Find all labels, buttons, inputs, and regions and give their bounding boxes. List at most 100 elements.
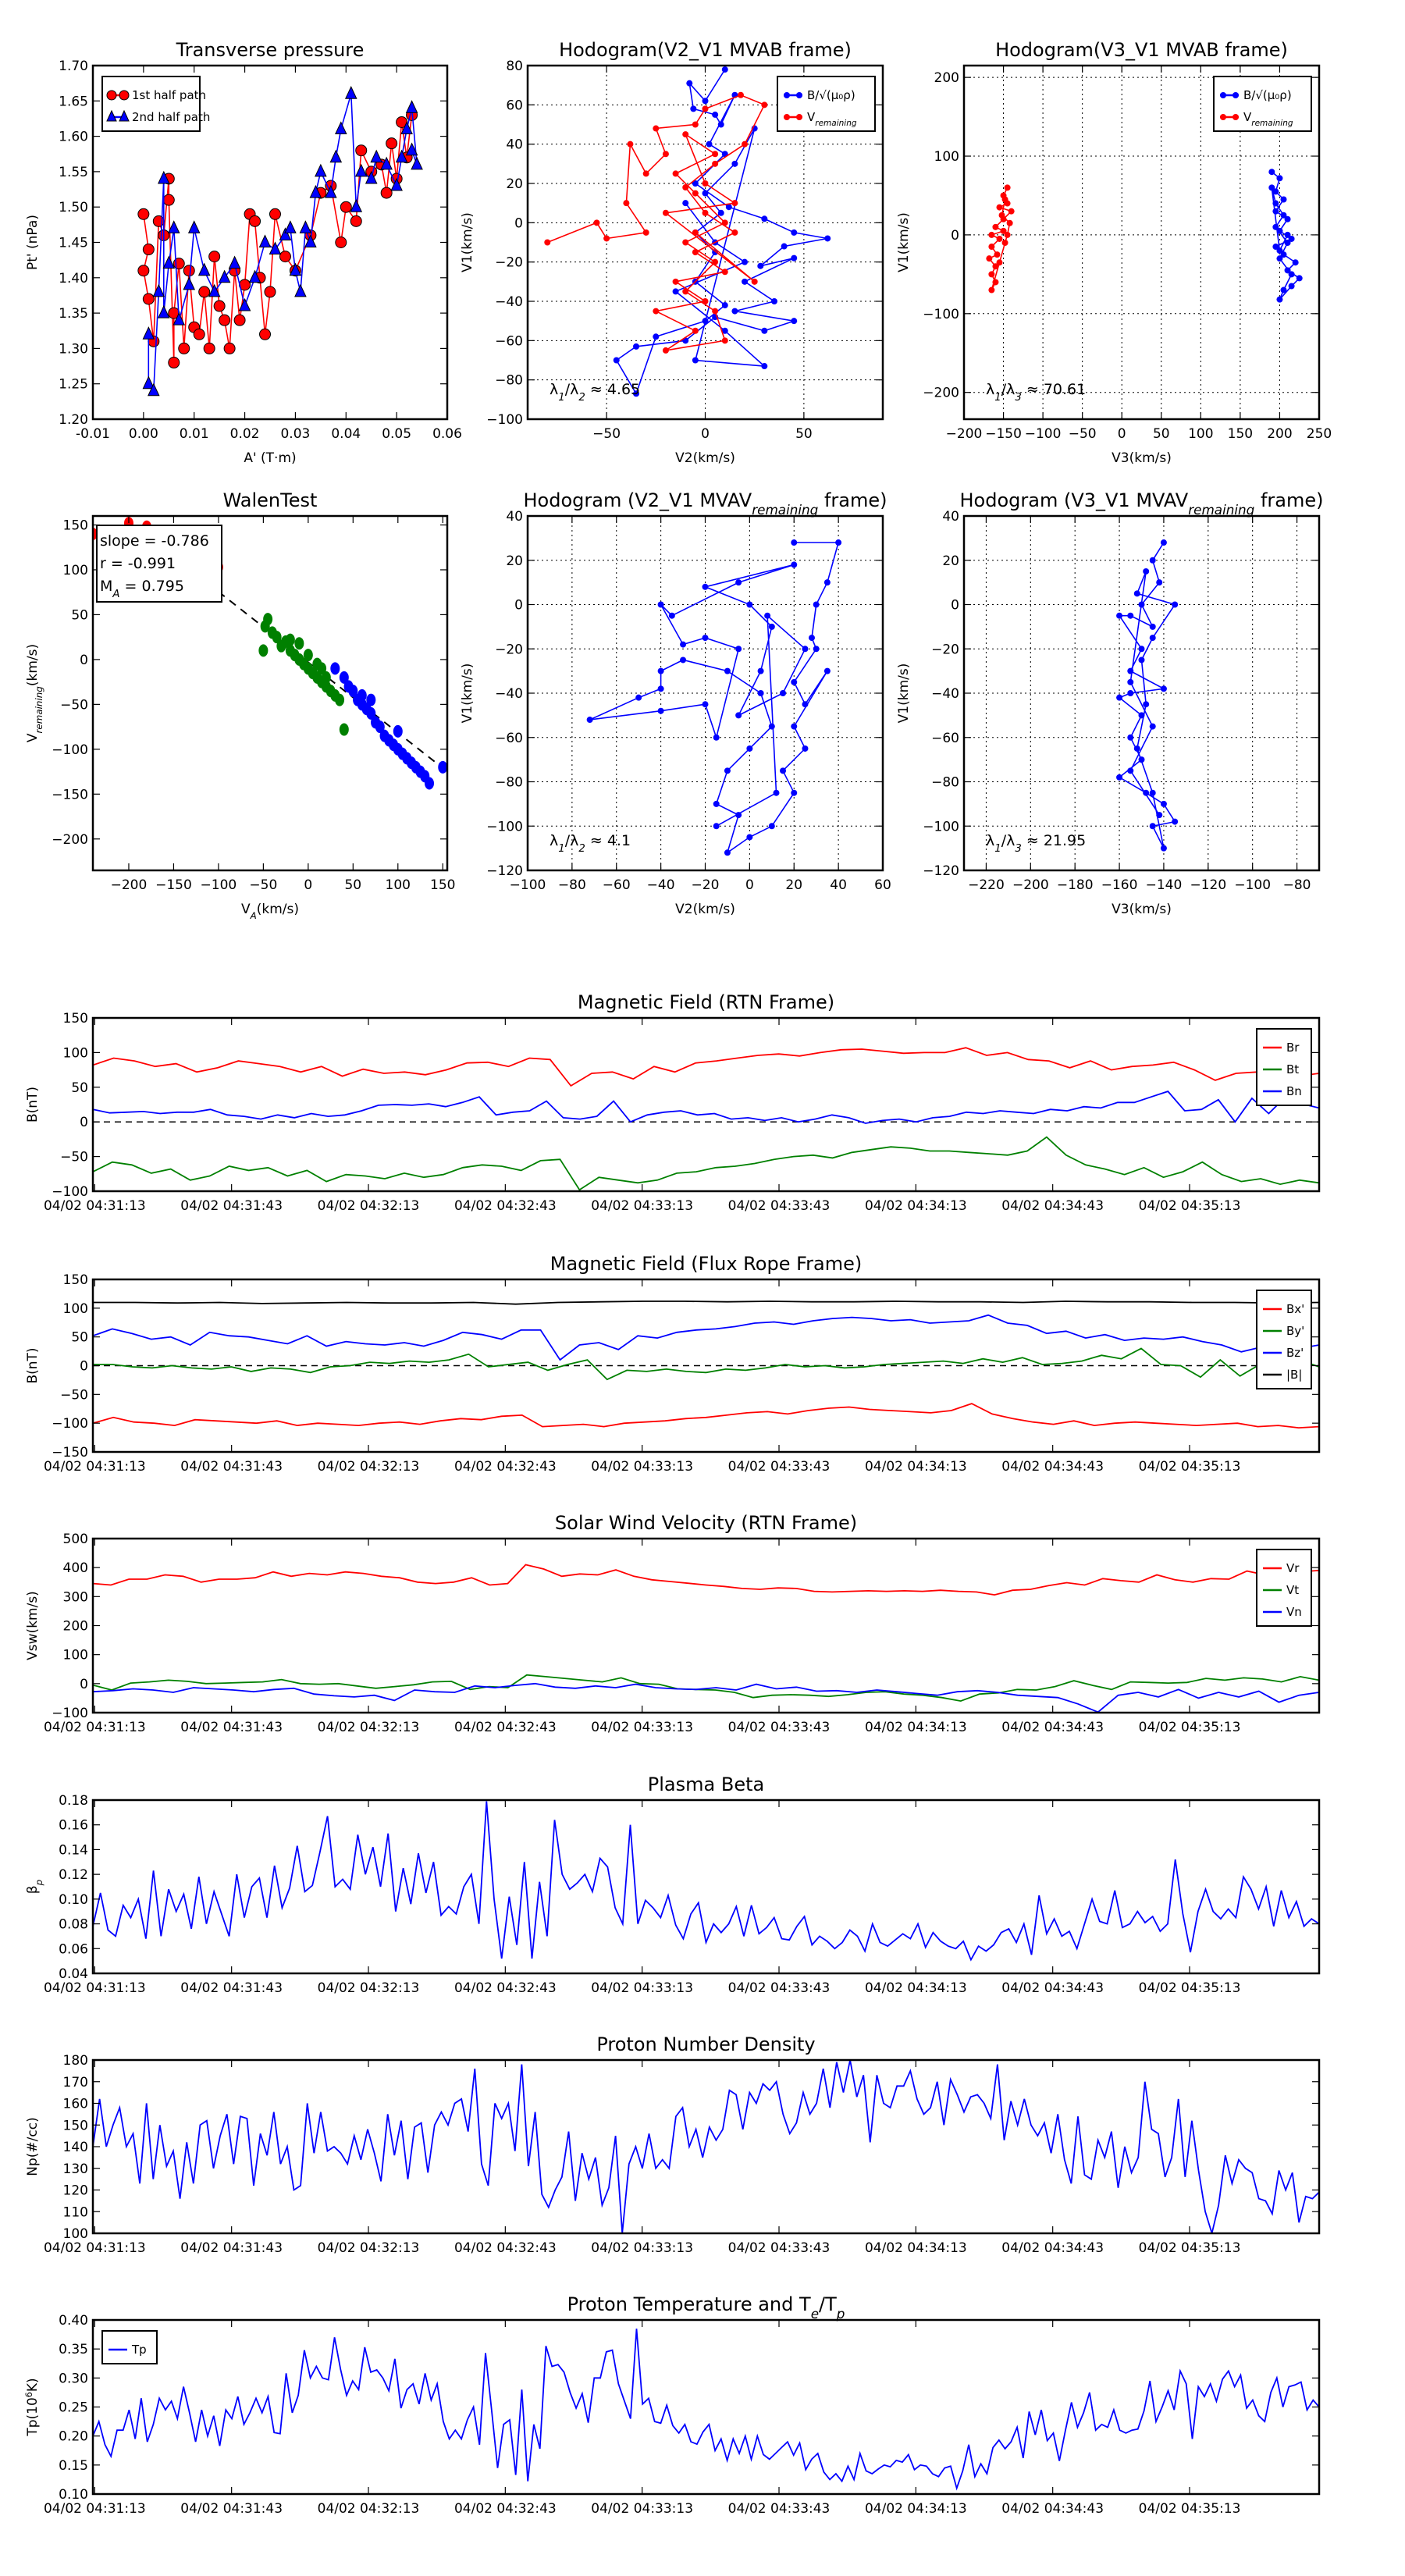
series-line bbox=[93, 1674, 1319, 1703]
data-point bbox=[996, 235, 1003, 242]
legend-marker-icon bbox=[784, 92, 790, 98]
data-point bbox=[1149, 623, 1156, 630]
text-segment: Vn bbox=[1286, 1605, 1302, 1619]
legend-entry: B/√(μ₀ρ) bbox=[1220, 88, 1292, 102]
data-point bbox=[731, 160, 738, 167]
x-tick-label: 04/02 04:34:43 bbox=[1001, 1720, 1104, 1735]
legend-entry: Vremaining bbox=[784, 110, 857, 128]
x-tick-label: −50 bbox=[1069, 426, 1097, 442]
x-tick-label: 150 bbox=[430, 877, 455, 893]
y-tick-label: 200 bbox=[63, 1619, 88, 1635]
x-axis-label: V2(km/s) bbox=[675, 902, 735, 917]
data-point bbox=[770, 298, 777, 304]
y-tick-label: −20 bbox=[495, 642, 523, 657]
data-point bbox=[1138, 712, 1145, 719]
data-point bbox=[1001, 196, 1008, 203]
x-tick-label: −20 bbox=[692, 877, 720, 893]
series-line bbox=[1118, 542, 1176, 849]
y-tick-label: 1.55 bbox=[59, 165, 88, 180]
text-segment: Hodogram (V2_V1 MVAV bbox=[523, 489, 752, 511]
data-point bbox=[294, 637, 304, 650]
y-tick-label: −100 bbox=[923, 307, 959, 322]
data-point bbox=[768, 623, 775, 630]
proton-temperature-chart: 04/02 04:31:13 04/02 04:31:43 04/02 04:32:… bbox=[24, 2293, 1321, 2517]
chart-title: Hodogram (V2_V1 MVAVremaining frame) bbox=[523, 489, 887, 518]
data-point bbox=[593, 219, 600, 226]
y-tick-label: 0.12 bbox=[59, 1867, 88, 1883]
y-tick-label: 0 bbox=[514, 215, 523, 231]
data-point bbox=[791, 789, 798, 796]
y-tick-label: −40 bbox=[495, 686, 523, 702]
y-tick-label: −100 bbox=[52, 1416, 88, 1432]
y-axis-label: B(nT) bbox=[25, 1087, 41, 1123]
plot-area bbox=[93, 2329, 1319, 2491]
x-tick-label: 0.05 bbox=[382, 426, 411, 442]
x-tick-label: 04/02 04:31:13 bbox=[44, 1720, 146, 1735]
data-point bbox=[1288, 283, 1295, 290]
x-tick-label: 04/02 04:32:43 bbox=[454, 1198, 557, 1214]
text-segment: Hodogram(V3_V1 MVAB frame) bbox=[995, 39, 1288, 61]
x-tick-label: 04/02 04:31:13 bbox=[44, 1198, 146, 1214]
data-point bbox=[824, 235, 831, 242]
y-tick-label: 40 bbox=[506, 137, 523, 153]
magnetic-field-rtn-chart: 04/02 04:31:13 04/02 04:31:43 04/02 04:32:… bbox=[25, 991, 1321, 1214]
y-tick-label: 150 bbox=[63, 2118, 88, 2133]
data-point bbox=[1276, 227, 1283, 234]
x-tick-label: −150 bbox=[155, 877, 192, 893]
y-axis-label: Vremaining(km/s) bbox=[25, 644, 44, 742]
y-tick-label: 50 bbox=[71, 1330, 88, 1346]
x-tick-label: 04/02 04:35:13 bbox=[1139, 2240, 1241, 2256]
data-point bbox=[635, 694, 642, 701]
text-segment: By' bbox=[1286, 1324, 1304, 1338]
text-segment: Plasma Beta bbox=[648, 1774, 764, 1795]
data-point bbox=[692, 190, 699, 197]
legend-box bbox=[1256, 1290, 1312, 1389]
legend-label: Bz' bbox=[1286, 1346, 1304, 1360]
data-point bbox=[1268, 169, 1275, 176]
data-point bbox=[1272, 188, 1279, 195]
data-point bbox=[746, 601, 753, 608]
chart-title: Magnetic Field (Flux Rope Frame) bbox=[550, 1253, 862, 1275]
data-point bbox=[791, 561, 798, 568]
y-tick-label: 1.60 bbox=[59, 130, 88, 145]
data-point bbox=[167, 220, 180, 233]
data-point bbox=[193, 328, 205, 340]
data-point bbox=[152, 283, 165, 297]
text-segment: A' (T·m) bbox=[244, 450, 296, 466]
data-point bbox=[1284, 215, 1291, 222]
text-segment: Solar Wind Velocity (RTN Frame) bbox=[555, 1512, 857, 1534]
x-tick-label: 04/02 04:34:43 bbox=[1001, 2240, 1104, 2256]
series-tp bbox=[93, 2329, 1319, 2491]
series-line bbox=[93, 1314, 1319, 1361]
x-tick-label: −140 bbox=[1146, 877, 1183, 893]
data-point bbox=[823, 667, 831, 674]
data-point bbox=[992, 263, 999, 270]
data-point bbox=[168, 357, 180, 369]
y-tick-label: 100 bbox=[63, 1045, 88, 1061]
text-segment: Vt bbox=[1286, 1583, 1299, 1597]
data-point bbox=[802, 745, 809, 752]
text-segment: |B| bbox=[1286, 1368, 1302, 1382]
data-point bbox=[162, 255, 176, 269]
y-axis-label: Np(#/cc) bbox=[25, 2117, 41, 2176]
data-point bbox=[809, 635, 815, 642]
plot-area bbox=[137, 86, 423, 397]
data-point bbox=[1116, 774, 1123, 781]
x-tick-label: −200 bbox=[1012, 877, 1049, 893]
data-point bbox=[400, 121, 413, 135]
x-tick-label: −60 bbox=[603, 877, 631, 893]
text-segment: K) bbox=[25, 2378, 41, 2392]
data-point bbox=[657, 685, 664, 692]
y-tick-label: −200 bbox=[52, 832, 88, 848]
data-point bbox=[657, 667, 664, 674]
data-point bbox=[781, 243, 788, 250]
data-point bbox=[633, 343, 640, 350]
x-tick-label: 04/02 04:34:13 bbox=[865, 2501, 967, 2517]
data-point bbox=[137, 208, 150, 220]
text-segment: V3(km/s) bbox=[1112, 902, 1172, 917]
x-tick-label: 04/02 04:31:43 bbox=[180, 2501, 283, 2517]
text-segment: M bbox=[100, 578, 112, 595]
data-point bbox=[653, 333, 660, 340]
y-tick-label: −50 bbox=[60, 697, 88, 713]
data-point bbox=[366, 706, 376, 720]
